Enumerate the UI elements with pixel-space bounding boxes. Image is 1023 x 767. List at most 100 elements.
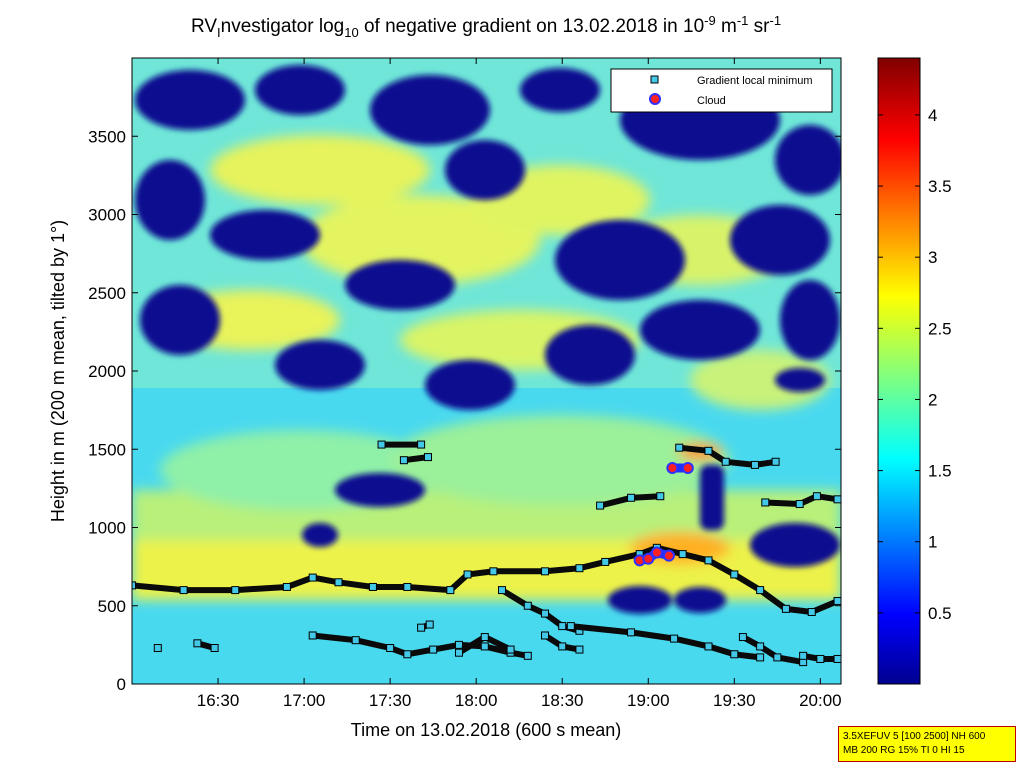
- x-axis-label: Time on 13.02.2018 (600 s mean): [351, 720, 622, 740]
- gradient-minimum-point: [721, 457, 730, 466]
- x-tick-label: 18:00: [455, 691, 498, 710]
- gradient-minimum-line: [400, 454, 431, 464]
- gradient-minimum-point: [480, 642, 489, 651]
- gradient-minimum-point: [756, 653, 765, 662]
- gradient-minimum-point: [795, 500, 804, 509]
- gradient-minimum-point: [566, 622, 575, 631]
- gradient-minimum-point: [575, 645, 584, 654]
- gradient-minimum-point: [425, 620, 434, 629]
- gradient-minimum-point: [403, 650, 412, 659]
- colorbar-tick-label: 0.5: [928, 604, 952, 623]
- gradient-minimum-point: [799, 651, 808, 660]
- x-tick-label: 19:30: [713, 691, 756, 710]
- gradient-minimum-point: [429, 645, 438, 654]
- legend-label-gradient-minimum: Gradient local minimum: [697, 75, 813, 87]
- x-tick-label: 17:30: [369, 691, 412, 710]
- gradient-minimum-point: [601, 557, 610, 566]
- y-tick-label: 1500: [88, 440, 126, 459]
- gradient-minimum-point: [678, 550, 687, 559]
- gradient-minimum-point: [773, 653, 782, 662]
- gradient-minimum-point: [730, 570, 739, 579]
- gradient-minimum-line: [739, 634, 807, 666]
- x-tick-label: 20:00: [799, 691, 842, 710]
- cloud-point: [681, 462, 694, 475]
- colorbar-tick-label: 2.5: [928, 319, 952, 338]
- gradient-minimum-point: [704, 446, 713, 455]
- cloud-point: [666, 462, 679, 475]
- gradient-minimum-point: [417, 440, 426, 449]
- colorbar-tick-label: 1.5: [928, 462, 952, 481]
- gradient-minimum-point: [558, 642, 567, 651]
- colorbar-tick-label: 1: [928, 533, 937, 552]
- colorbar-tick-label: 4: [928, 106, 937, 125]
- settings-line-2: MB 200 RG 15% TI 0 HI 15: [843, 745, 965, 756]
- gradient-minimum-point: [334, 578, 343, 587]
- gradient-minimum-point: [596, 501, 605, 510]
- cloud-series: [633, 462, 694, 567]
- gradient-minimum-point: [153, 644, 162, 653]
- x-tick-label: 18:30: [541, 691, 584, 710]
- y-tick-label: 2500: [88, 284, 126, 303]
- x-tick-label: 19:00: [627, 691, 670, 710]
- cloud-point: [642, 552, 655, 565]
- y-tick-label: 500: [98, 597, 126, 616]
- gradient-minimum-point: [730, 650, 739, 659]
- gradient-minimum-point: [463, 570, 472, 579]
- legend: Gradient local minimum Cloud: [610, 68, 833, 113]
- gradient-minimum-point: [351, 636, 360, 645]
- gradient-minimum-series: [132, 440, 841, 667]
- gradient-minimum-point: [670, 634, 679, 643]
- gradient-minimum-point: [497, 586, 506, 595]
- x-tick-label: 16:30: [197, 691, 240, 710]
- gradient-minimum-point: [423, 453, 432, 462]
- gradient-minimum-point: [675, 443, 684, 452]
- gradient-minimum-point: [489, 567, 498, 576]
- y-tick-label: 2000: [88, 362, 126, 381]
- gradient-minimum-point: [771, 457, 780, 466]
- gradient-minimum-point: [833, 597, 841, 606]
- gradient-minimum-line: [762, 493, 841, 507]
- settings-box: 3.5XEFUV 5 [100 2500] NH 600 MB 200 RG 1…: [838, 726, 1016, 762]
- gradient-minimum-point: [541, 567, 550, 576]
- y-tick-label: 3000: [88, 206, 126, 225]
- settings-line-1: 3.5XEFUV 5 [100 2500] NH 600: [843, 731, 986, 742]
- gradient-minimum-point: [704, 556, 713, 565]
- gradient-minimum-point: [403, 582, 412, 591]
- gradient-minimum-point: [541, 631, 550, 640]
- legend-circle-marker: [649, 93, 661, 105]
- gradient-minimum-point: [750, 460, 759, 469]
- colorbar-tick-label: 2: [928, 390, 937, 409]
- gradient-minimum-point: [781, 604, 790, 613]
- gradient-minimum-point: [738, 633, 747, 642]
- gradient-minimum-point: [761, 498, 770, 507]
- gradient-minimum-point: [386, 644, 395, 653]
- series-markers: [132, 440, 841, 667]
- y-axis: 0 500 1000 1500 2000 2500 3000 3500: [88, 127, 841, 694]
- gradient-minimum-point: [575, 564, 584, 573]
- gradient-minimum-point: [627, 493, 636, 502]
- gradient-minimum-point: [282, 582, 291, 591]
- gradient-minimum-point: [132, 581, 136, 590]
- gradient-minimum-point: [193, 639, 202, 648]
- gradient-minimum-point: [656, 492, 665, 501]
- chart-title: RVInvestigator log10 of negative gradien…: [191, 13, 781, 40]
- y-tick-label: 3500: [88, 127, 126, 146]
- cloud-point: [662, 549, 675, 562]
- gradient-minimum-point: [454, 648, 463, 657]
- gradient-minimum-line: [567, 623, 764, 661]
- x-tick-label: 17:00: [283, 691, 326, 710]
- gradient-minimum-point: [446, 586, 455, 595]
- colorbar: 0.5 1 1.5 2 2.5 3 3.5 4: [877, 57, 952, 685]
- gradient-minimum-point: [833, 495, 841, 504]
- colorbar-frame: [877, 57, 921, 685]
- gradient-minimum-point: [833, 654, 841, 663]
- y-tick-label: 1000: [88, 519, 126, 538]
- gradient-minimum-point: [756, 586, 765, 595]
- gradient-minimum-point: [417, 623, 426, 632]
- gradient-minimum-point: [812, 492, 821, 501]
- gradient-minimum-point: [541, 609, 550, 618]
- gradient-minimum-point: [179, 586, 188, 595]
- gradient-minimum-point: [231, 586, 240, 595]
- gradient-minimum-point: [704, 642, 713, 651]
